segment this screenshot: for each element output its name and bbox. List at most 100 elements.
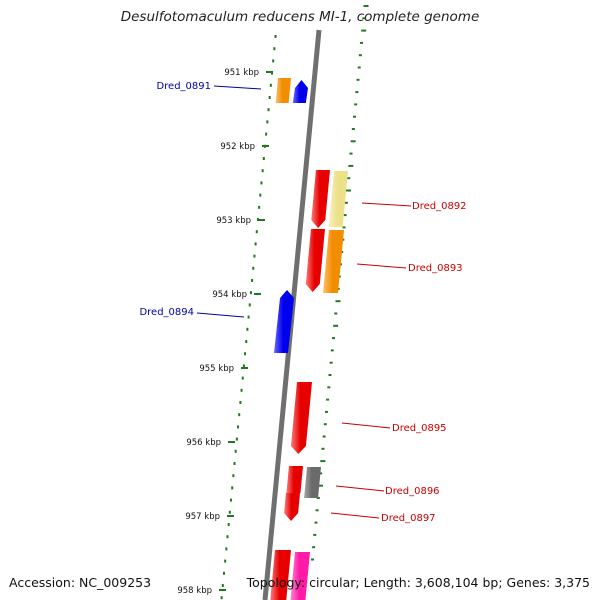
ring-dot <box>241 376 244 380</box>
ring-dot <box>256 218 259 221</box>
ring-dot <box>220 596 223 600</box>
scale-tick-mark <box>228 441 235 443</box>
gene-feature-block[interactable] <box>286 466 303 493</box>
ring-dot <box>343 214 347 217</box>
gene-labels: Dred_0891 Dred_0892 Dred_0893 Dred_0894 Dred… <box>139 81 466 524</box>
gene-feature-block[interactable] <box>328 171 348 227</box>
gene-label[interactable]: Dred_0893 <box>408 263 463 274</box>
ring-dot <box>249 291 252 295</box>
ring-dot <box>322 435 326 438</box>
ring-dot <box>233 462 236 465</box>
ring-dot <box>363 5 369 7</box>
ring-dot <box>253 254 256 258</box>
scale-tick-label: 953 kbp <box>216 216 251 226</box>
ring-dot <box>324 410 328 413</box>
ring-dot <box>342 226 346 229</box>
gene-feature-block[interactable] <box>284 493 300 521</box>
ring-dot <box>246 327 249 331</box>
ring-dot <box>329 361 333 364</box>
ring-dot <box>268 96 271 99</box>
ring-dot <box>244 352 247 356</box>
gene-label[interactable]: Dred_0896 <box>385 486 440 497</box>
ring-dot <box>265 132 268 136</box>
ring-dot <box>254 242 257 246</box>
gene-leader-line <box>356 263 407 269</box>
gene-leader-line <box>335 485 385 492</box>
topology-text: Topology: circular; Length: 3,608,104 bp… <box>246 575 590 590</box>
ring-dot <box>345 189 351 192</box>
scale-tick-label: 954 kbp <box>212 290 247 300</box>
gene-label[interactable]: Dred_0891 <box>156 81 211 92</box>
gene-feature-block[interactable] <box>305 229 325 292</box>
ring-dot <box>227 523 230 526</box>
ring-dot <box>239 401 242 404</box>
ring-dot <box>262 157 265 160</box>
ring-dot <box>333 324 339 327</box>
gene-feature-block[interactable] <box>275 78 291 103</box>
ring-dot <box>226 535 229 539</box>
ring-dot <box>225 547 228 551</box>
ring-dot <box>238 413 241 417</box>
ring-dot <box>235 437 238 441</box>
ring-dot <box>353 115 357 118</box>
gene-label[interactable]: Dred_0897 <box>381 513 436 524</box>
ring-dot <box>240 388 243 392</box>
ring-dot <box>358 54 362 57</box>
ring-dot <box>327 386 331 389</box>
gene-feature-block[interactable] <box>304 467 321 498</box>
ring-dot <box>362 17 366 20</box>
ring-dot <box>266 120 269 124</box>
gene-leader-line <box>341 422 391 429</box>
ring-dot <box>330 349 334 352</box>
scale-tick-label: 951 kbp <box>224 68 259 78</box>
feature-blocks <box>270 78 348 600</box>
scale-tick-label: 955 kbp <box>199 364 234 374</box>
ring-dot <box>347 177 351 180</box>
gene-feature-block[interactable] <box>311 170 330 228</box>
ring-dot <box>360 41 364 44</box>
ring-dot <box>251 279 254 282</box>
scale-tick-mark <box>254 293 261 295</box>
ring-dot <box>261 169 264 173</box>
gene-label[interactable]: Dred_0895 <box>392 423 447 434</box>
scale-tick-label: 958 kbp <box>177 586 212 596</box>
ring-dot <box>231 486 234 490</box>
gene-feature-block[interactable] <box>323 230 344 293</box>
ring-dot <box>252 266 255 270</box>
ring-dot <box>349 152 353 155</box>
scale-tick-mark <box>262 145 269 147</box>
gene-label[interactable]: Dred_0892 <box>412 201 467 212</box>
gene-label[interactable]: Dred_0894 <box>139 307 194 318</box>
ring-dot <box>351 128 355 130</box>
gene-feature-block[interactable] <box>290 382 312 454</box>
scale-tick-label: 952 kbp <box>220 142 255 152</box>
ring-dot <box>271 71 274 75</box>
ring-dot <box>361 29 367 32</box>
scale-tick-mark <box>258 219 265 221</box>
gene-feature-block[interactable] <box>270 550 291 600</box>
gene-leader-line <box>361 202 412 207</box>
ring-dot <box>258 205 261 209</box>
ring-dot <box>316 497 320 499</box>
gene-feature-block[interactable] <box>290 552 310 600</box>
ring-dot <box>230 498 233 502</box>
gene-feature-block[interactable] <box>292 80 308 103</box>
left-dotted-ring <box>220 35 277 600</box>
ring-dot <box>314 521 318 524</box>
ring-dot <box>237 425 240 429</box>
ring-dot <box>344 201 348 204</box>
ring-dot <box>326 398 330 401</box>
ring-dot <box>247 315 250 319</box>
gene-feature-block[interactable] <box>274 290 294 353</box>
ring-dot <box>315 509 319 512</box>
ring-dot <box>355 91 359 94</box>
ring-dot <box>321 447 325 450</box>
ring-dot <box>357 66 361 69</box>
ring-dot <box>274 35 277 38</box>
ring-dot <box>310 558 314 561</box>
ring-dot <box>320 460 326 463</box>
gene-leader-line <box>213 85 262 90</box>
ring-dot <box>242 364 245 368</box>
ring-dot <box>232 474 235 478</box>
